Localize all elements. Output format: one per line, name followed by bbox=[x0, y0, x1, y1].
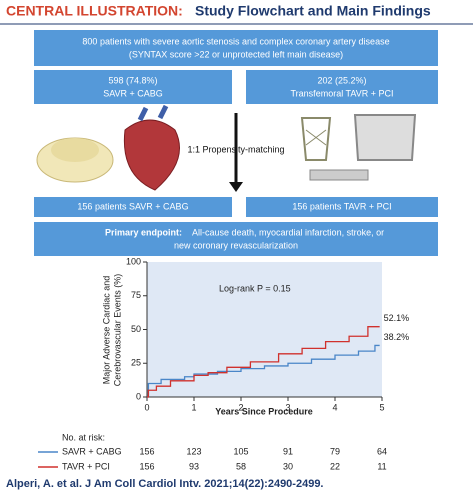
heart-illustration bbox=[123, 119, 180, 191]
at-risk-count: 93 bbox=[189, 461, 199, 471]
group-label: Transfemoral TAVR + PCI bbox=[291, 88, 394, 98]
matched-box bbox=[34, 197, 232, 217]
stent-illustration bbox=[309, 169, 369, 181]
at-risk-count: 22 bbox=[330, 461, 340, 471]
population-text: 800 patients with severe aortic stenosis… bbox=[82, 36, 389, 46]
y-tick-label: 25 bbox=[131, 358, 141, 368]
x-tick-label: 3 bbox=[285, 402, 290, 412]
at-risk-count: 30 bbox=[283, 461, 293, 471]
x-tick-label: 5 bbox=[379, 402, 384, 412]
matched-box bbox=[246, 197, 438, 217]
population-text: (SYNTAX score >22 or unprotected left ma… bbox=[129, 49, 343, 59]
at-risk-count: 79 bbox=[330, 446, 340, 456]
plot-area bbox=[147, 262, 382, 397]
y-axis-label: Major Adverse Cardiac and bbox=[101, 276, 111, 385]
endpoint-text: All-cause death, myocardial infarction, … bbox=[192, 227, 384, 237]
header-label: CENTRAL ILLUSTRATION: bbox=[6, 3, 183, 19]
x-axis-label: Years Since Procedure bbox=[215, 406, 313, 416]
x-tick-label: 4 bbox=[332, 402, 337, 412]
endpoint-label: Primary endpoint: bbox=[105, 227, 182, 237]
citation: Alperi, A. et al. J Am Coll Cardiol Intv… bbox=[6, 478, 324, 490]
at-risk-count: 64 bbox=[377, 446, 387, 456]
km-curve bbox=[147, 326, 380, 398]
stent-valve-illustration bbox=[305, 129, 327, 146]
at-risk-count: 58 bbox=[236, 461, 246, 471]
km-curve bbox=[147, 344, 380, 398]
x-tick-label: 0 bbox=[144, 402, 149, 412]
group-count: 202 (25.2%) bbox=[317, 75, 366, 85]
endpoint-text: new coronary revascularization bbox=[174, 240, 298, 250]
matched-label: 156 patients SAVR + CABG bbox=[77, 201, 188, 211]
end-label: 38.2% bbox=[384, 332, 410, 342]
stent-valve-illustration bbox=[300, 117, 332, 161]
y-tick-label: 100 bbox=[126, 256, 141, 266]
matched-label: 156 patients TAVR + PCI bbox=[292, 201, 391, 211]
at-risk-count: 105 bbox=[233, 446, 248, 456]
population-box bbox=[34, 30, 438, 66]
stent-valve-illustration bbox=[353, 114, 417, 161]
heart-vessel bbox=[137, 104, 169, 122]
group-box bbox=[34, 70, 232, 104]
at-risk-count: 11 bbox=[377, 461, 386, 471]
risk-row-name: SAVR + CABG bbox=[62, 446, 122, 456]
x-tick-label: 2 bbox=[238, 402, 243, 412]
header-title: Study Flowchart and Main Findings bbox=[195, 3, 431, 19]
valve-illustration bbox=[51, 138, 99, 162]
arrow-head bbox=[229, 182, 243, 192]
y-tick-label: 75 bbox=[131, 290, 141, 300]
at-risk-count: 91 bbox=[283, 446, 293, 456]
risk-title: No. at risk: bbox=[62, 432, 105, 442]
x-tick-label: 1 bbox=[191, 402, 196, 412]
group-label: SAVR + CABG bbox=[103, 88, 163, 98]
at-risk-count: 156 bbox=[139, 461, 154, 471]
risk-row-name: TAVR + PCI bbox=[62, 461, 110, 471]
group-box bbox=[246, 70, 438, 104]
at-risk-count: 123 bbox=[186, 446, 201, 456]
annotation: Log-rank P = 0.15 bbox=[219, 283, 291, 293]
y-tick-label: 50 bbox=[131, 324, 141, 334]
endpoint-box bbox=[34, 222, 438, 256]
end-label: 52.1% bbox=[384, 313, 410, 323]
y-tick-label: 0 bbox=[136, 391, 141, 401]
matching-label: 1:1 Propensity-matching bbox=[187, 144, 284, 154]
y-axis-label: Cerebrovascular Events (%) bbox=[112, 274, 122, 387]
group-count: 598 (74.8%) bbox=[108, 75, 157, 85]
at-risk-count: 156 bbox=[139, 446, 154, 456]
